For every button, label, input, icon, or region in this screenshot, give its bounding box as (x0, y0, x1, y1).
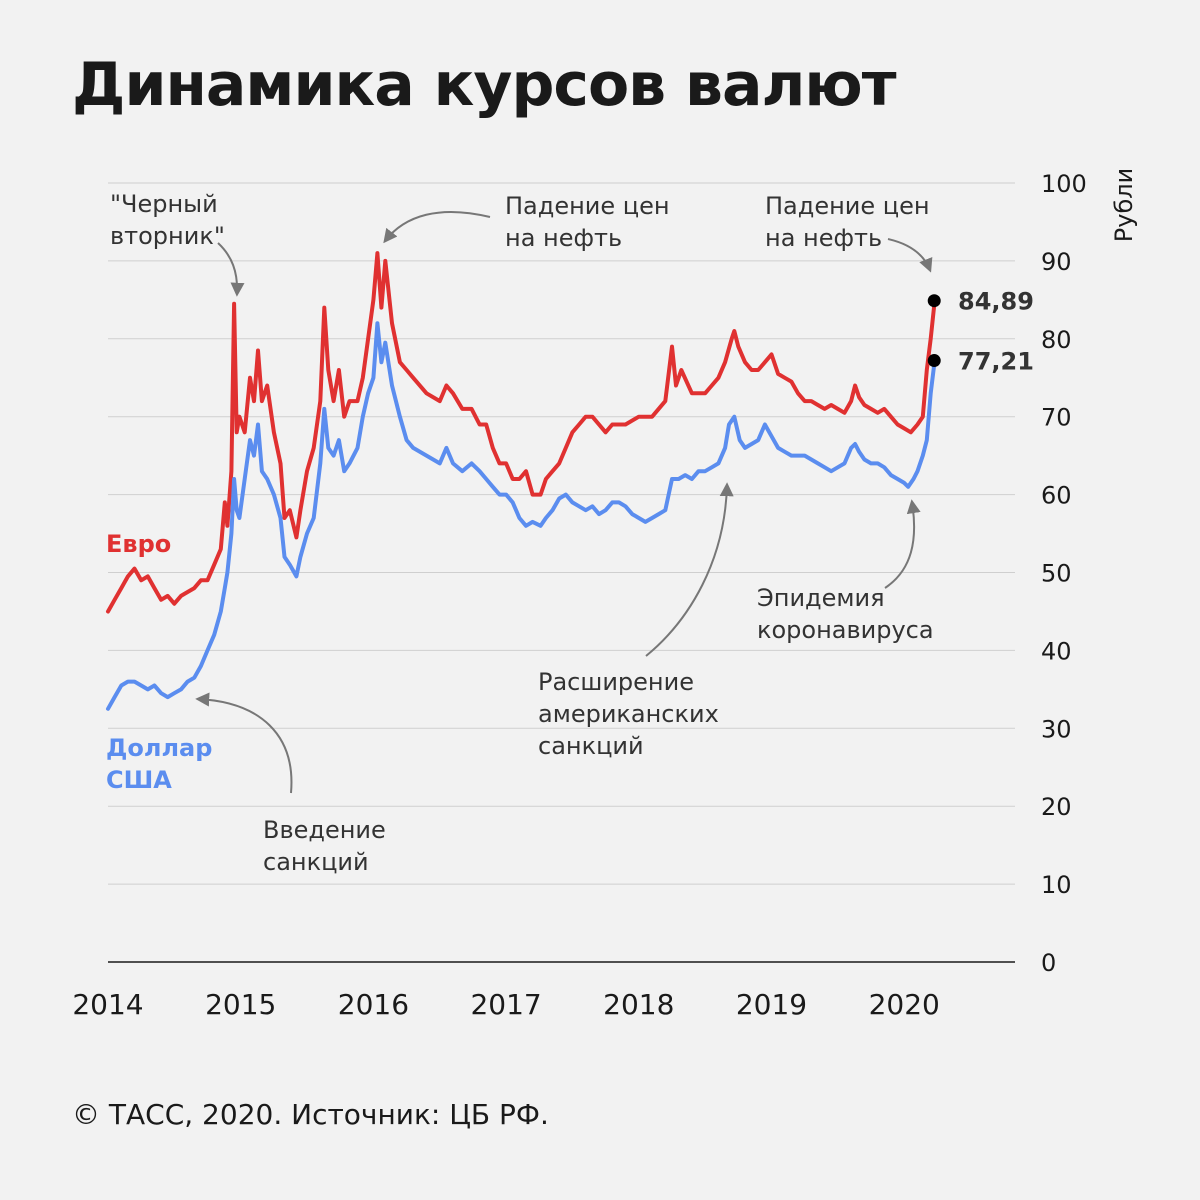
series-labels: Евро Доллар США (106, 530, 212, 794)
y-tick-label: 30 (1041, 715, 1072, 743)
end-point-dot (927, 354, 941, 368)
annotation-arrow (195, 692, 293, 794)
y-tick-label: 0 (1041, 949, 1056, 977)
y-axis-label: Рубли (1110, 168, 1138, 242)
y-axis-ticks: 0 10 20 30 40 50 60 70 80 90 100 (1041, 170, 1087, 977)
series-line-usd (106, 321, 937, 711)
annotation-arrow (887, 238, 933, 273)
y-tick-label: 10 (1041, 871, 1072, 899)
annotation-text: Падение цен на нефть (505, 192, 670, 252)
annotation-arrow (217, 242, 245, 297)
y-tick-label: 80 (1041, 326, 1072, 354)
annotation-arrow (645, 482, 734, 657)
x-tick-label: 2018 (603, 988, 674, 1021)
source-footer: © ТАСС, 2020. Источник: ЦБ РФ. (72, 1098, 549, 1131)
x-tick-label: 2019 (736, 988, 807, 1021)
annotation-arrows (195, 210, 933, 794)
end-labels: 84,89 77,21 (927, 288, 1034, 376)
y-tick-label: 100 (1041, 170, 1087, 198)
gridlines (108, 182, 1015, 963)
chart-title: Динамика курсов валют (72, 50, 897, 120)
annotation-arrow (884, 499, 921, 589)
x-axis-ticks: 2014 2015 2016 2017 2018 2019 2020 (72, 988, 939, 1021)
annotation-arrow (383, 210, 491, 244)
end-value-label: 84,89 (958, 288, 1034, 316)
annotation-text: Эпидемия коронавируса (757, 584, 934, 644)
y-tick-label: 20 (1041, 793, 1072, 821)
series-lines (106, 251, 937, 711)
series-label-euro: Евро (106, 530, 171, 558)
end-value-label: 77,21 (958, 348, 1034, 376)
series-label-usd: Доллар США (106, 734, 212, 794)
y-tick-label: 40 (1041, 637, 1072, 665)
annotation-text: "Черный вторник" (110, 190, 225, 250)
y-tick-label: 90 (1041, 248, 1072, 276)
x-tick-label: 2014 (72, 988, 143, 1021)
end-point-dot (927, 294, 941, 308)
y-tick-label: 70 (1041, 404, 1072, 432)
x-tick-label: 2020 (869, 988, 940, 1021)
y-tick-label: 60 (1041, 482, 1072, 510)
annotations: "Черный вторник" Падение цен на нефть Падени… (110, 190, 934, 876)
x-tick-label: 2016 (338, 988, 409, 1021)
x-tick-label: 2015 (205, 988, 276, 1021)
x-tick-label: 2017 (470, 988, 541, 1021)
series-line-euro (106, 251, 937, 614)
y-tick-label: 50 (1041, 560, 1072, 588)
annotation-text: Расширение американских санкций (538, 668, 719, 760)
annotation-text: Падение цен на нефть (765, 192, 930, 252)
annotation-text: Введение санкций (263, 816, 386, 876)
